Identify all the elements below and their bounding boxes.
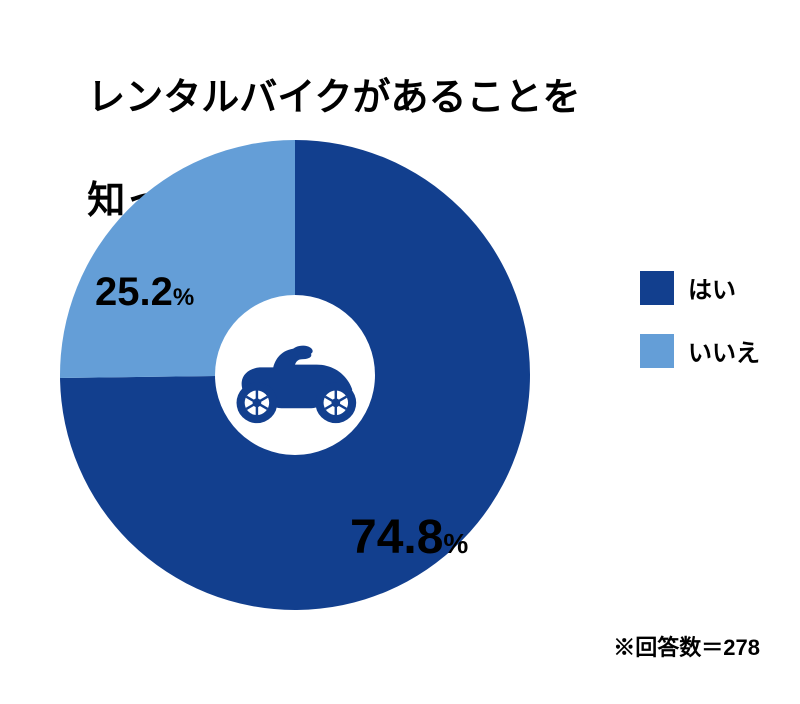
legend-item-no: いいえ bbox=[640, 333, 760, 368]
legend-item-yes: はい bbox=[640, 270, 760, 305]
legend-label-no: いいえ bbox=[688, 333, 760, 368]
slice-value-no: 25.2 bbox=[95, 270, 173, 314]
legend: はい いいえ bbox=[640, 270, 760, 396]
slice-label-no: 25.2% bbox=[95, 270, 194, 315]
slice-label-yes: 74.8% bbox=[350, 510, 468, 565]
chart-container: レンタルバイクがあることを 知っていますか？ 25.2% 74.8% はい いい… bbox=[0, 0, 800, 704]
slice-percent-yes: % bbox=[443, 528, 468, 559]
legend-swatch-yes bbox=[640, 271, 674, 305]
footnote: ※回答数＝278 bbox=[613, 630, 760, 662]
legend-label-yes: はい bbox=[688, 270, 736, 305]
title-line-1: レンタルバイクがあることを bbox=[87, 77, 580, 119]
slice-value-yes: 74.8 bbox=[350, 511, 443, 564]
slice-percent-no: % bbox=[173, 284, 194, 311]
footnote-text: ※回答数＝278 bbox=[613, 635, 760, 660]
legend-swatch-no bbox=[640, 334, 674, 368]
